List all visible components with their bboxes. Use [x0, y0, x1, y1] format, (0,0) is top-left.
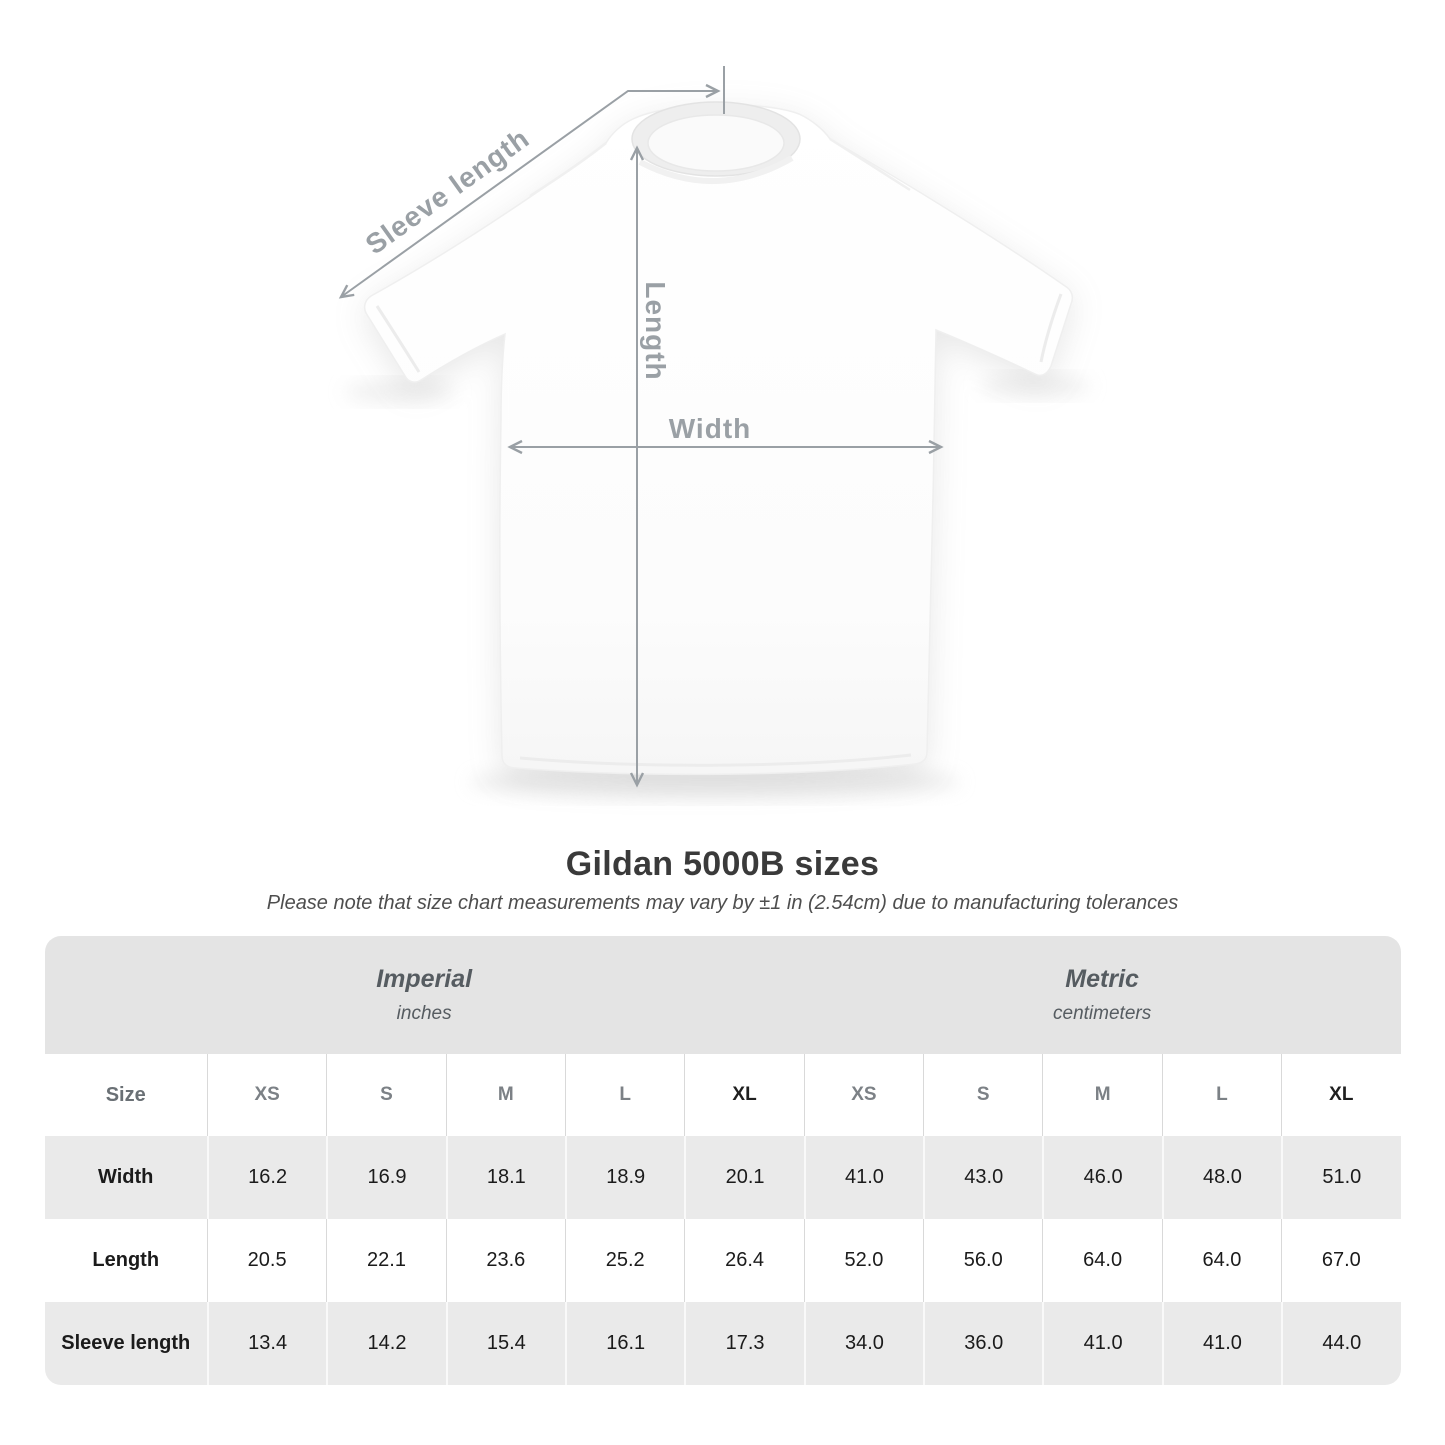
section-header-metric: Metric centimeters	[803, 936, 1401, 1054]
imperial-size-xl: XL	[684, 1054, 804, 1136]
value-cell: 56.0	[923, 1219, 1043, 1302]
right-sleeve-shadow	[980, 374, 1090, 398]
imperial-size-l: L	[565, 1054, 685, 1136]
metric-size-s: S	[923, 1054, 1043, 1136]
value-cell: 41.0	[1161, 1302, 1282, 1385]
row-label-sleeve-length: Sleeve length	[44, 1302, 207, 1385]
right-shoulder-seam	[829, 137, 911, 192]
imperial-section-title: Imperial	[376, 965, 473, 993]
imperial-size-s: S	[326, 1054, 446, 1136]
value-cell: 44.0	[1281, 1302, 1401, 1385]
value-cell: 23.6	[445, 1219, 565, 1302]
page-subtitle: Please note that size chart measurements…	[266, 892, 1179, 914]
value-cell: 52.0	[803, 1219, 924, 1302]
value-cell: 41.0	[803, 1136, 924, 1219]
left-sleeve-shadow	[345, 380, 455, 404]
size-chart-content: Gildan 5000B sizes Please note that size…	[0, 845, 1445, 1385]
row-label-width: Width	[44, 1136, 207, 1219]
value-cell: 18.1	[445, 1136, 565, 1219]
value-cell: 16.9	[326, 1136, 446, 1219]
value-cell: 22.1	[326, 1219, 446, 1302]
value-cell: 25.2	[565, 1219, 685, 1302]
value-cell: 16.1	[565, 1302, 685, 1385]
value-cell: 17.3	[684, 1302, 804, 1385]
metric-size-xs: XS	[803, 1054, 924, 1136]
metric-size-m: M	[1042, 1054, 1162, 1136]
size-column-header: Size	[44, 1054, 207, 1136]
value-cell: 13.4	[206, 1302, 327, 1385]
left-sleeve-seam	[375, 305, 421, 373]
hem-shadow	[470, 765, 960, 799]
length-row: Length 20.5 22.1 23.6 25.2 26.4 52.0 56.…	[44, 1219, 1401, 1302]
imperial-size-m: M	[445, 1054, 565, 1136]
value-cell: 64.0	[1042, 1219, 1162, 1302]
sleeve-length-arrow	[338, 83, 721, 299]
value-cell: 14.2	[326, 1302, 446, 1385]
metric-size-xl: XL	[1281, 1054, 1401, 1136]
metric-section-unit: centimeters	[1053, 1003, 1152, 1024]
unit-section-row: Imperial inches Metric centimeters	[44, 936, 1401, 1054]
imperial-section-unit: inches	[396, 1003, 452, 1024]
imperial-size-xs: XS	[206, 1054, 327, 1136]
value-cell: 48.0	[1161, 1136, 1282, 1219]
collar-inner	[647, 114, 785, 172]
width-row: Width 16.2 16.9 18.1 18.9 20.1 41.0 43.0…	[44, 1136, 1401, 1219]
row-label-length: Length	[44, 1219, 207, 1302]
metric-size-l: L	[1161, 1054, 1282, 1136]
tshirt-illustration: Sleeve length Length Width	[338, 66, 1090, 799]
value-cell: 41.0	[1042, 1302, 1162, 1385]
value-cell: 20.1	[684, 1136, 804, 1219]
value-cell: 46.0	[1042, 1136, 1162, 1219]
sleeve-length-row: Sleeve length 13.4 14.2 15.4 16.1 17.3 3…	[44, 1302, 1401, 1385]
section-header-imperial: Imperial inches	[44, 936, 804, 1054]
page-title: Gildan 5000B sizes	[565, 845, 880, 883]
value-cell: 36.0	[923, 1302, 1043, 1385]
size-table: Imperial inches Metric centimeters Size …	[44, 936, 1401, 1385]
value-cell: 51.0	[1281, 1136, 1401, 1219]
metric-section-title: Metric	[1065, 965, 1139, 993]
tshirt-measurement-diagram: Sleeve length Length Width	[295, 50, 1135, 842]
value-cell: 18.9	[565, 1136, 685, 1219]
value-cell: 26.4	[684, 1219, 804, 1302]
value-cell: 64.0	[1161, 1219, 1282, 1302]
width-label: Width	[669, 413, 752, 444]
value-cell: 34.0	[803, 1302, 924, 1385]
length-label: Length	[640, 281, 671, 380]
value-cell: 16.2	[206, 1136, 327, 1219]
hem-seam	[519, 753, 912, 767]
size-header-row: Size XS S M L XL XS S M L XL	[44, 1054, 1401, 1136]
value-cell: 15.4	[445, 1302, 565, 1385]
right-sleeve-seam	[1039, 293, 1063, 363]
value-cell: 20.5	[206, 1219, 327, 1302]
value-cell: 43.0	[923, 1136, 1043, 1219]
value-cell: 67.0	[1281, 1219, 1401, 1302]
